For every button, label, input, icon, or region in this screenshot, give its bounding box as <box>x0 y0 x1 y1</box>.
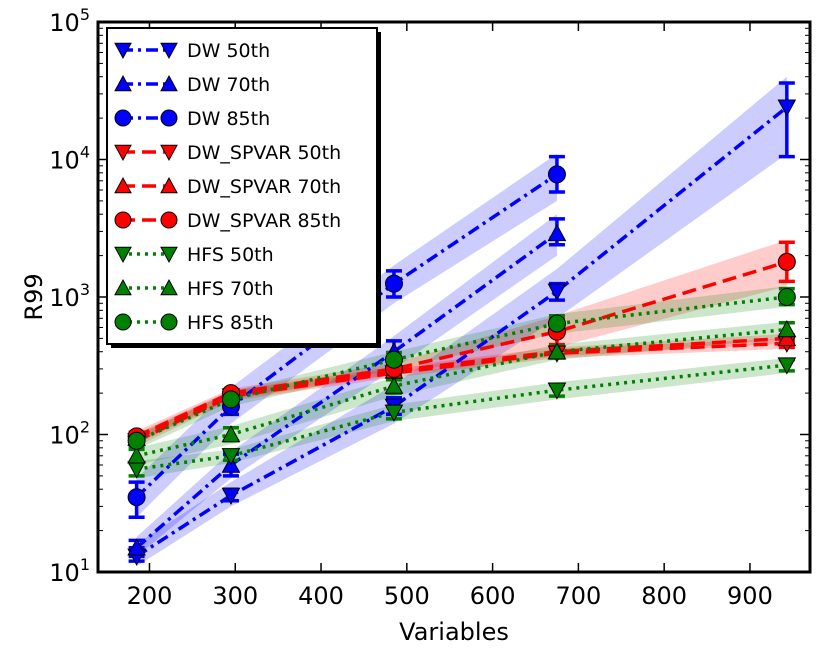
legend-entry-dw-50th: DW 50th <box>114 40 270 62</box>
point-dw-70th <box>547 223 567 242</box>
legend-marker <box>114 246 132 264</box>
errorbar-dw-50th <box>778 81 795 159</box>
legend-marker <box>160 176 178 194</box>
y-tick-label: 101 <box>49 555 90 587</box>
band-dw-50th <box>136 76 787 567</box>
x-tick-label: 500 <box>384 582 430 610</box>
point-hfs-70th <box>221 424 241 443</box>
legend-marker <box>160 74 178 92</box>
legend-entry-hfs-85th: HFS 85th <box>114 312 274 334</box>
legend-marker <box>114 313 132 331</box>
point-hfs-70th <box>777 319 797 338</box>
point-dw-85th <box>127 488 146 507</box>
x-tick-label: 700 <box>555 582 601 610</box>
legend-entry-dw-85th: DW 85th <box>114 108 270 130</box>
point-dw-50th <box>777 99 797 117</box>
band-hfs-50th <box>136 358 787 479</box>
point-hfs-85th <box>221 390 240 409</box>
legend-marker <box>114 74 132 92</box>
legend-marker <box>114 211 132 229</box>
series-markers <box>127 99 797 566</box>
legend-marker <box>160 144 178 162</box>
point-dw-spvar-85th <box>777 252 796 271</box>
legend-marker <box>114 109 132 127</box>
legend-marker <box>114 42 132 60</box>
y-tick-label: 104 <box>49 143 90 175</box>
point-hfs-70th <box>547 342 567 360</box>
point-hfs-50th <box>221 448 241 466</box>
legend-label: DW 50th <box>187 40 270 62</box>
legend-label: DW_SPVAR 70th <box>187 176 341 198</box>
legend-marker <box>114 144 132 162</box>
point-hfs-85th <box>547 314 566 333</box>
legend-entry-hfs-70th: HFS 70th <box>114 278 274 300</box>
point-dw-85th <box>547 165 566 184</box>
legend-label: HFS 50th <box>187 244 274 266</box>
point-hfs-50th <box>777 357 797 375</box>
point-hfs-85th <box>777 288 796 306</box>
point-dw-50th <box>547 283 567 301</box>
point-hfs-70th <box>384 376 404 394</box>
point-dw-85th <box>384 274 403 293</box>
x-tick-label: 800 <box>641 582 687 610</box>
y-axis-title: R99 <box>20 273 48 320</box>
band-dw-70th <box>136 214 557 557</box>
x-axis-title: Variables <box>399 618 509 646</box>
band-hfs-85th <box>136 286 787 450</box>
legend-entry-dw-spvar-85th: DW_SPVAR 85th <box>114 210 341 232</box>
x-tick-label: 300 <box>212 582 258 610</box>
x-tick-label: 200 <box>127 582 173 610</box>
band-hfs-70th <box>136 321 787 466</box>
legend-entry-dw-spvar-50th: DW_SPVAR 50th <box>114 142 341 164</box>
legend-marker <box>160 246 178 264</box>
line-dw-spvar-85th <box>135 260 788 438</box>
y-tick-label: 102 <box>49 418 90 450</box>
legend-marker <box>114 278 132 296</box>
point-hfs-50th <box>384 404 404 422</box>
legend-label: DW 85th <box>187 108 270 130</box>
legend-label: HFS 85th <box>187 312 274 334</box>
legend-marker <box>160 313 178 331</box>
legend-marker <box>160 278 178 296</box>
legend-label: HFS 70th <box>187 278 274 300</box>
point-dw-50th <box>221 487 241 506</box>
band-dw-spvar-50th <box>136 338 787 447</box>
x-tick-label: 600 <box>470 582 516 610</box>
y-tick-label: 105 <box>49 5 90 37</box>
legend-label: DW_SPVAR 85th <box>187 210 341 232</box>
point-hfs-85th <box>127 431 146 450</box>
line-hfs-85th <box>135 295 788 443</box>
x-axis-ticks: 200 300 400 500 600 700 800 900 <box>127 22 773 610</box>
point-dw-spvar-70th <box>777 328 797 347</box>
legend-entry-dw-spvar-70th: DW_SPVAR 70th <box>114 176 341 198</box>
legend: DW 50th DW 70th DW 85th DW_SPVAR 50th DW_SPV… <box>106 27 381 348</box>
line-hfs-50th <box>136 363 788 471</box>
legend-marker <box>114 176 132 194</box>
legend-label: DW_SPVAR 50th <box>187 142 341 164</box>
legend-entry-dw-70th: DW 70th <box>114 74 270 96</box>
point-hfs-50th <box>547 382 567 400</box>
legend-entry-hfs-50th: HFS 50th <box>114 244 274 266</box>
legend-label: DW 70th <box>187 74 270 96</box>
point-hfs-70th <box>127 446 146 464</box>
legend-marker <box>160 211 178 229</box>
y-axis-ticks: 101 102 103 104 105 <box>49 5 810 587</box>
x-tick-label: 400 <box>298 582 344 610</box>
point-dw-70th <box>127 538 146 556</box>
x-tick-label: 900 <box>727 582 773 610</box>
legend-marker <box>160 109 178 127</box>
legend-marker <box>160 42 178 60</box>
y-axis-title-group: R99 <box>20 273 48 320</box>
y-tick-label: 103 <box>49 280 90 312</box>
point-hfs-85th <box>384 350 403 369</box>
